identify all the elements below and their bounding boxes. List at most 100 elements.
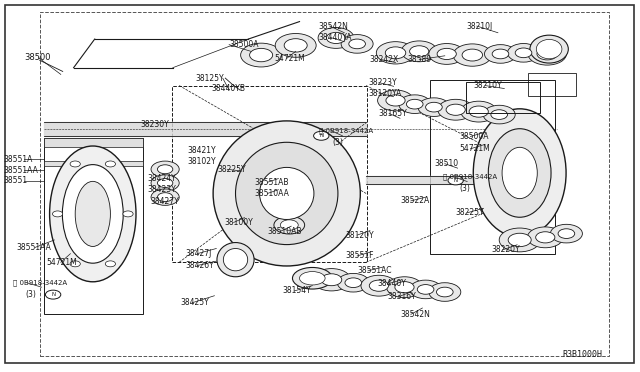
Ellipse shape bbox=[260, 167, 314, 219]
Circle shape bbox=[105, 261, 115, 267]
Circle shape bbox=[528, 43, 566, 65]
Text: Ⓝ 0B918-3442A: Ⓝ 0B918-3442A bbox=[13, 279, 67, 286]
Ellipse shape bbox=[502, 147, 538, 199]
Circle shape bbox=[527, 227, 563, 248]
Text: Ⓝ 0B918-3442A: Ⓝ 0B918-3442A bbox=[443, 174, 497, 180]
Circle shape bbox=[349, 39, 365, 49]
Text: 38165Y: 38165Y bbox=[379, 109, 408, 118]
Circle shape bbox=[395, 282, 414, 293]
Circle shape bbox=[157, 179, 173, 187]
Bar bbox=[44, 138, 143, 147]
Circle shape bbox=[312, 269, 351, 291]
Circle shape bbox=[369, 280, 388, 291]
Text: 54721M: 54721M bbox=[46, 258, 77, 267]
Circle shape bbox=[417, 285, 434, 294]
Circle shape bbox=[123, 211, 133, 217]
Circle shape bbox=[469, 106, 488, 117]
Text: 54721M: 54721M bbox=[460, 144, 490, 153]
Circle shape bbox=[410, 280, 442, 299]
Circle shape bbox=[151, 189, 179, 205]
Circle shape bbox=[418, 98, 450, 116]
Circle shape bbox=[326, 32, 346, 44]
Circle shape bbox=[499, 228, 540, 252]
Circle shape bbox=[250, 48, 273, 62]
Text: 38210J: 38210J bbox=[466, 22, 492, 31]
Text: 38427J: 38427J bbox=[186, 249, 212, 258]
Ellipse shape bbox=[223, 248, 248, 271]
Circle shape bbox=[52, 211, 63, 217]
Ellipse shape bbox=[488, 129, 551, 217]
Ellipse shape bbox=[530, 35, 568, 63]
Text: 38522A: 38522A bbox=[400, 196, 429, 205]
Circle shape bbox=[438, 99, 474, 120]
Text: N: N bbox=[319, 133, 323, 138]
Circle shape bbox=[151, 161, 179, 177]
Text: 38426Y: 38426Y bbox=[186, 261, 214, 270]
Circle shape bbox=[387, 277, 422, 298]
Text: 38440YA: 38440YA bbox=[319, 33, 352, 42]
Ellipse shape bbox=[50, 146, 136, 282]
Text: 38510AA: 38510AA bbox=[255, 189, 289, 198]
Text: 38120Y: 38120Y bbox=[346, 231, 374, 240]
Text: 38542N: 38542N bbox=[400, 310, 430, 319]
Circle shape bbox=[429, 283, 461, 301]
Text: 38500A: 38500A bbox=[460, 132, 489, 141]
Ellipse shape bbox=[292, 267, 332, 289]
Ellipse shape bbox=[274, 216, 305, 234]
Circle shape bbox=[550, 224, 582, 243]
Circle shape bbox=[314, 131, 329, 140]
Circle shape bbox=[345, 278, 362, 288]
Text: 38510AB: 38510AB bbox=[268, 227, 302, 236]
Text: (3): (3) bbox=[26, 290, 36, 299]
Text: 38220Y: 38220Y bbox=[492, 246, 520, 254]
Circle shape bbox=[241, 43, 282, 67]
Text: 38102Y: 38102Y bbox=[188, 157, 216, 166]
Text: 38440YB: 38440YB bbox=[211, 84, 245, 93]
Circle shape bbox=[376, 42, 415, 64]
Circle shape bbox=[426, 102, 442, 112]
Circle shape bbox=[284, 39, 307, 52]
Circle shape bbox=[453, 44, 492, 66]
Text: 38154Y: 38154Y bbox=[283, 286, 312, 295]
Text: 38542N: 38542N bbox=[319, 22, 349, 31]
Circle shape bbox=[508, 44, 540, 62]
Circle shape bbox=[385, 47, 406, 59]
Ellipse shape bbox=[300, 272, 325, 285]
Circle shape bbox=[492, 49, 509, 59]
Text: 38551AC: 38551AC bbox=[357, 266, 392, 275]
Text: 38423Y: 38423Y bbox=[147, 185, 176, 194]
Circle shape bbox=[275, 33, 316, 57]
Ellipse shape bbox=[217, 243, 254, 277]
Circle shape bbox=[157, 193, 173, 202]
Ellipse shape bbox=[63, 164, 123, 263]
Circle shape bbox=[436, 287, 453, 297]
Text: 38551AA: 38551AA bbox=[4, 166, 38, 174]
Circle shape bbox=[410, 46, 429, 57]
Circle shape bbox=[70, 161, 81, 167]
Text: 54721M: 54721M bbox=[274, 54, 305, 63]
Text: 38510: 38510 bbox=[434, 159, 458, 168]
Circle shape bbox=[399, 95, 431, 113]
Circle shape bbox=[483, 105, 515, 124]
Text: 38551AA: 38551AA bbox=[16, 243, 51, 252]
Circle shape bbox=[491, 110, 508, 119]
Text: 38551: 38551 bbox=[4, 176, 28, 185]
Circle shape bbox=[361, 275, 397, 296]
Ellipse shape bbox=[236, 142, 338, 245]
Text: 38421Y: 38421Y bbox=[188, 146, 216, 155]
Bar bbox=[430, 80, 555, 254]
Circle shape bbox=[105, 161, 115, 167]
Circle shape bbox=[337, 273, 369, 292]
Text: 38500: 38500 bbox=[24, 53, 51, 62]
Text: (3): (3) bbox=[333, 138, 344, 147]
Text: 38125Y: 38125Y bbox=[195, 74, 224, 83]
Circle shape bbox=[151, 175, 179, 191]
Text: 38425Y: 38425Y bbox=[180, 298, 209, 307]
Text: 38210Y: 38210Y bbox=[474, 81, 502, 90]
Text: 38242X: 38242X bbox=[369, 55, 399, 64]
Text: (3): (3) bbox=[460, 185, 470, 193]
Ellipse shape bbox=[76, 182, 111, 246]
Circle shape bbox=[558, 229, 575, 238]
Ellipse shape bbox=[213, 121, 360, 266]
Text: 38120YA: 38120YA bbox=[368, 89, 401, 97]
